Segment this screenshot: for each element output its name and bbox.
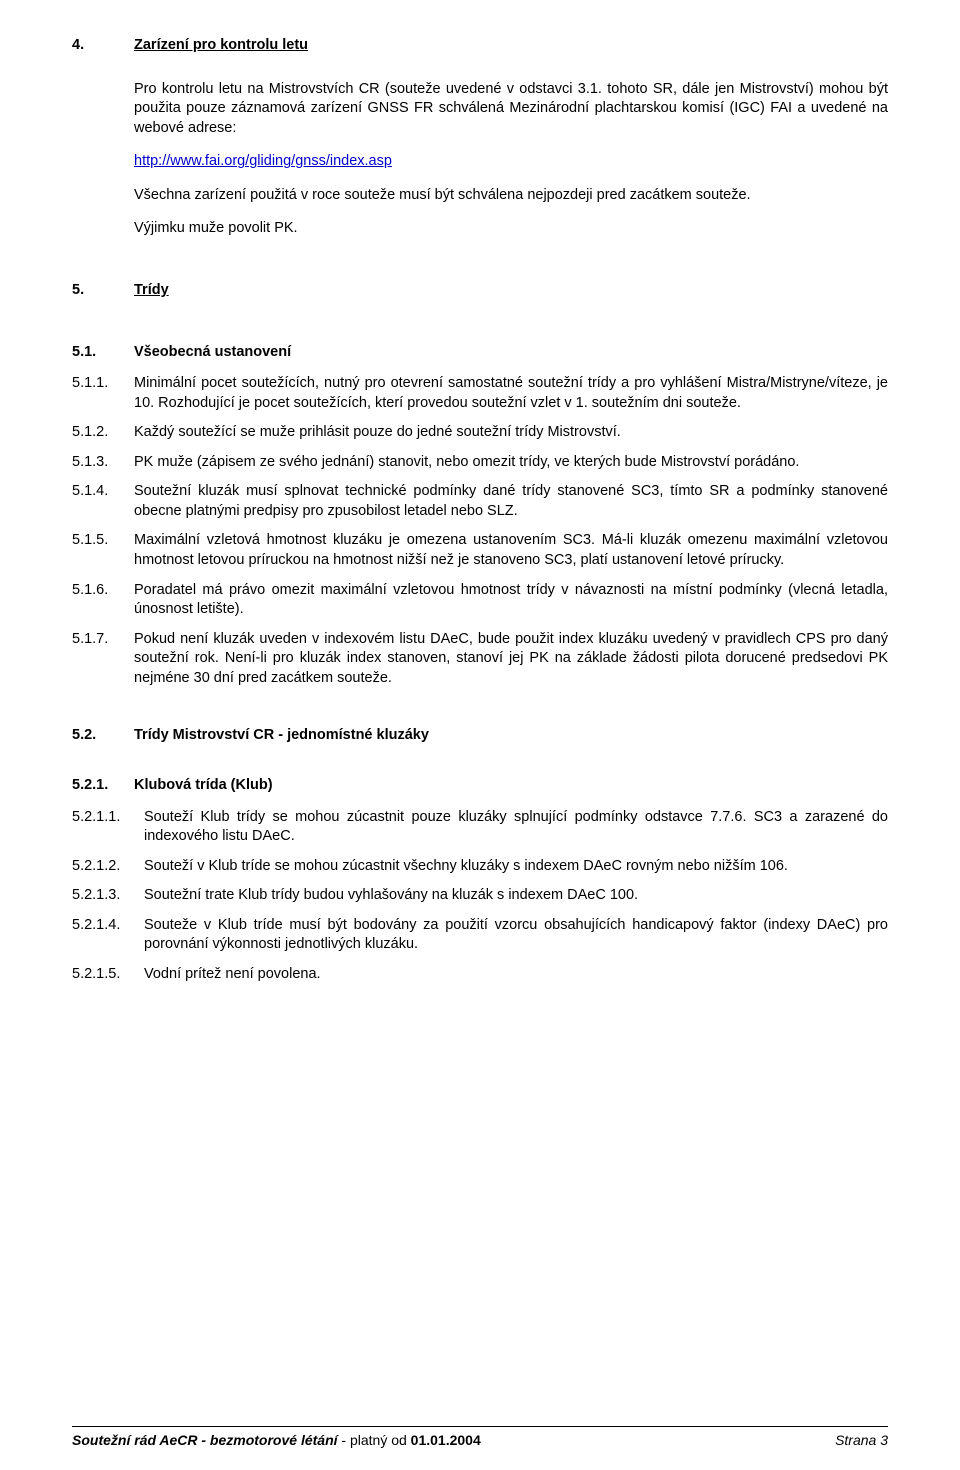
section-5-2-title: Trídy Mistrovství CR - jednomístné kluzá… xyxy=(134,726,888,746)
item-text: Pokud není kluzák uveden v indexovém lis… xyxy=(134,630,888,689)
section-5-1-title: Všeobecná ustanovení xyxy=(134,343,888,363)
gnss-url-link[interactable]: http://www.fai.org/gliding/gnss/index.as… xyxy=(134,153,392,169)
item-5-2-1-1: 5.2.1.1. Souteží Klub trídy se mohou zúc… xyxy=(72,808,888,847)
sec4-url-line: http://www.fai.org/gliding/gnss/index.as… xyxy=(134,152,888,172)
footer-page-number: Strana 3 xyxy=(835,1431,888,1450)
item-5-1-1: 5.1.1. Minimální pocet soutežících, nutn… xyxy=(72,374,888,413)
item-text: Souteží Klub trídy se mohou zúcastnit po… xyxy=(144,808,888,847)
item-5-1-7: 5.1.7. Pokud není kluzák uveden v indexo… xyxy=(72,630,888,689)
item-5-2-1-4: 5.2.1.4. Souteže v Klub tríde musí být b… xyxy=(72,916,888,955)
sec4-para3: Výjimku muže povolit PK. xyxy=(134,219,888,239)
item-text: Soutežní kluzák musí splnovat technické … xyxy=(134,482,888,521)
section-5-2-heading: 5.2. Trídy Mistrovství CR - jednomístné … xyxy=(72,726,888,746)
section-5-2-1-heading: 5.2.1. Klubová trída (Klub) xyxy=(72,776,888,796)
item-number: 5.2.1.4. xyxy=(72,916,144,955)
item-number: 5.2.1.2. xyxy=(72,857,144,877)
item-5-1-2: 5.1.2. Každý soutežící se muže prihlásit… xyxy=(72,423,888,443)
item-text: Souteží v Klub tríde se mohou zúcastnit … xyxy=(144,857,888,877)
section-4-number: 4. xyxy=(72,36,134,70)
footer-doc-title: Soutežní rád AeCR - bezmotorové létání xyxy=(72,1432,338,1448)
section-5-number: 5. xyxy=(72,281,134,315)
item-number: 5.1.7. xyxy=(72,630,134,689)
item-text: Každý soutežící se muže prihlásit pouze … xyxy=(134,423,888,443)
item-5-1-5: 5.1.5. Maximální vzletová hmotnost kluzá… xyxy=(72,531,888,570)
item-5-1-6: 5.1.6. Poradatel má právo omezit maximál… xyxy=(72,581,888,620)
item-5-1-3: 5.1.3. PK muže (zápisem ze svého jednání… xyxy=(72,453,888,473)
section-5-2-number: 5.2. xyxy=(72,726,134,746)
item-5-1-4: 5.1.4. Soutežní kluzák musí splnovat tec… xyxy=(72,482,888,521)
item-number: 5.1.1. xyxy=(72,374,134,413)
sec4-para1-text: Pro kontrolu letu na Mistrovstvích CR (s… xyxy=(134,81,888,136)
item-5-2-1-2: 5.2.1.2. Souteží v Klub tríde se mohou z… xyxy=(72,857,888,877)
item-number: 5.1.3. xyxy=(72,453,134,473)
item-number: 5.1.5. xyxy=(72,531,134,570)
item-5-2-1-3: 5.2.1.3. Soutežní trate Klub trídy budou… xyxy=(72,886,888,906)
footer-date: 01.01.2004 xyxy=(411,1432,481,1448)
footer-plain: - platný od xyxy=(338,1432,411,1448)
section-5-2-1-number: 5.2.1. xyxy=(72,776,134,796)
section-5-1-number: 5.1. xyxy=(72,343,134,363)
section-4-heading: 4. Zarízení pro kontrolu letu xyxy=(72,36,888,70)
sec4-para2: Všechna zarízení použitá v roce souteže … xyxy=(134,186,888,206)
item-text: Souteže v Klub tríde musí být bodovány z… xyxy=(144,916,888,955)
item-number: 5.1.2. xyxy=(72,423,134,443)
item-number: 5.1.4. xyxy=(72,482,134,521)
page-footer: Soutežní rád AeCR - bezmotorové létání -… xyxy=(72,1426,888,1450)
item-text: PK muže (zápisem ze svého jednání) stano… xyxy=(134,453,888,473)
item-number: 5.2.1.1. xyxy=(72,808,144,847)
item-text: Maximální vzletová hmotnost kluzáku je o… xyxy=(134,531,888,570)
item-number: 5.2.1.5. xyxy=(72,965,144,985)
section-5-1-heading: 5.1. Všeobecná ustanovení xyxy=(72,343,888,363)
item-text: Poradatel má právo omezit maximální vzle… xyxy=(134,581,888,620)
page: 4. Zarízení pro kontrolu letu Pro kontro… xyxy=(0,0,960,1470)
section-5-2-1-title: Klubová trída (Klub) xyxy=(134,776,888,796)
item-text: Soutežní trate Klub trídy budou vyhlašov… xyxy=(144,886,888,906)
item-number: 5.1.6. xyxy=(72,581,134,620)
footer-left: Soutežní rád AeCR - bezmotorové létání -… xyxy=(72,1431,481,1450)
item-text: Minimální pocet soutežících, nutný pro o… xyxy=(134,374,888,413)
section-4-title: Zarízení pro kontrolu letu xyxy=(134,36,888,56)
sec4-para1: Pro kontrolu letu na Mistrovstvích CR (s… xyxy=(134,80,888,139)
section-5-heading: 5. Trídy xyxy=(72,281,888,315)
item-text: Vodní prítež není povolena. xyxy=(144,965,888,985)
section-5-title: Trídy xyxy=(134,281,888,301)
item-5-2-1-5: 5.2.1.5. Vodní prítež není povolena. xyxy=(72,965,888,985)
item-number: 5.2.1.3. xyxy=(72,886,144,906)
